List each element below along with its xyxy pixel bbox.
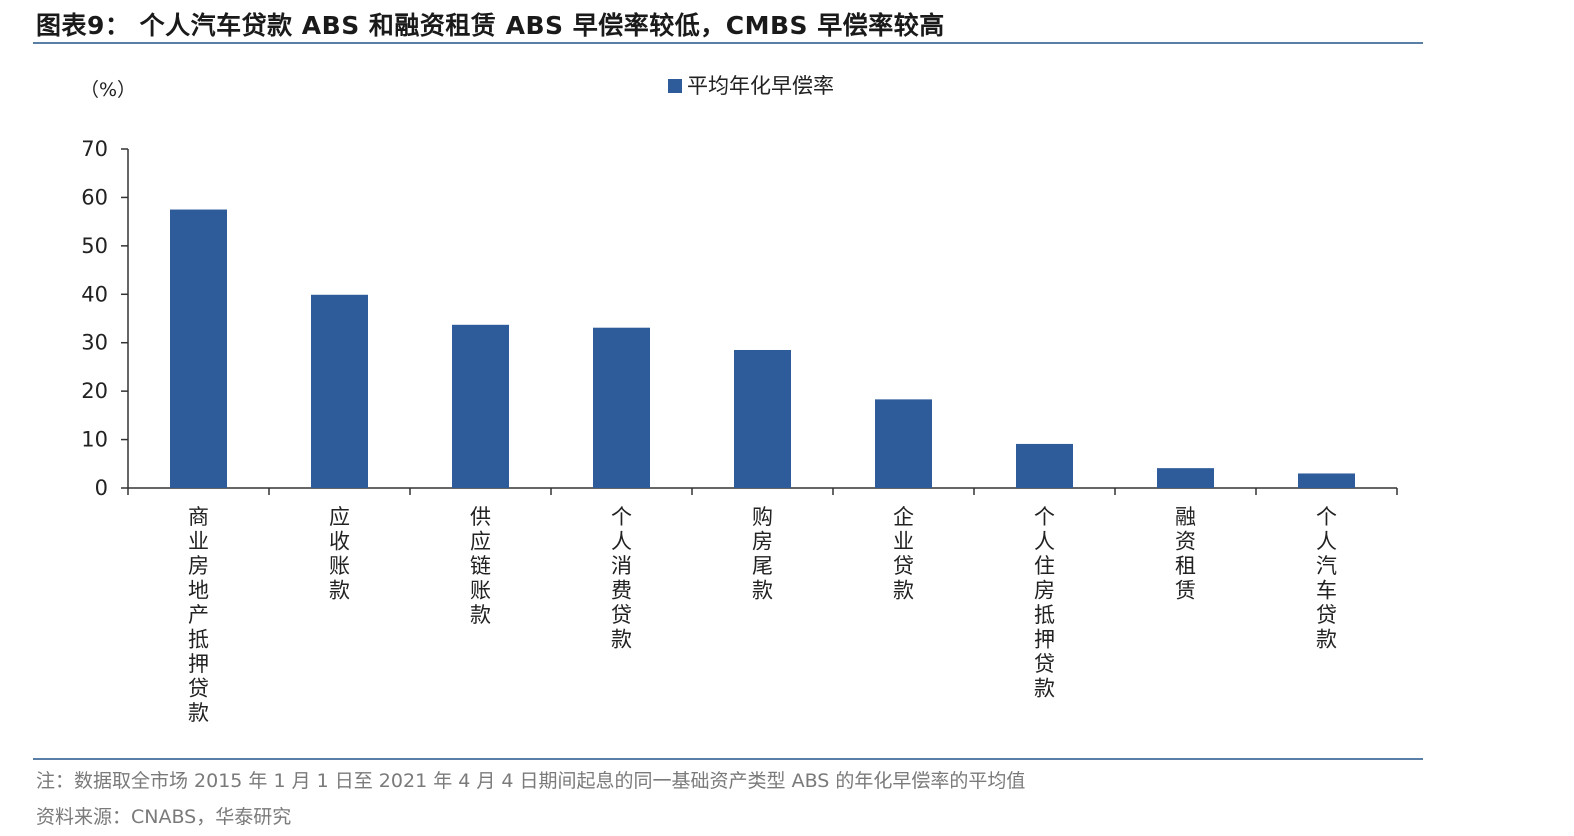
x-tick-label: 个人汽车贷款: [1316, 505, 1337, 652]
x-tick-label: 融资租赁: [1175, 505, 1196, 603]
x-tick-label: 企业贷款: [893, 505, 914, 603]
bar: [311, 294, 368, 488]
bar: [452, 324, 509, 488]
x-tick-label: 个人消费贷款: [611, 505, 632, 652]
y-tick-label: 40: [81, 282, 108, 306]
bar: [734, 349, 791, 488]
x-tick-label: 购房尾款: [752, 505, 773, 603]
x-tick-label: 供应链账款: [470, 505, 491, 627]
data-source: 资料来源：CNABS，华泰研究: [36, 806, 292, 828]
y-tick-label: 60: [81, 185, 108, 209]
legend-swatch: [668, 79, 682, 93]
bar: [875, 399, 932, 488]
bar: [1016, 443, 1073, 488]
y-unit-label: （%）: [80, 79, 136, 101]
x-tick-label: 应收账款: [329, 505, 350, 603]
footer-divider: [33, 758, 1423, 760]
chart-note: 注：数据取全市场 2015 年 1 月 1 日至 2021 年 4 月 4 日期…: [36, 770, 1026, 792]
bar: [1298, 473, 1355, 488]
figure-title: 图表9： 个人汽车贷款 ABS 和融资租赁 ABS 早偿率较低，CMBS 早偿率…: [36, 11, 945, 40]
bar: [1157, 468, 1214, 488]
legend-label: 平均年化早偿率: [687, 74, 834, 98]
y-tick-label: 10: [81, 428, 108, 452]
x-tick-label: 商业房地产抵押贷款: [188, 505, 209, 725]
x-tick-label: 个人住房抵押贷款: [1034, 505, 1055, 701]
y-tick-label: 0: [95, 476, 108, 500]
bar: [593, 327, 650, 488]
y-tick-label: 70: [81, 137, 108, 161]
y-tick-label: 30: [81, 331, 108, 355]
y-tick-label: 20: [81, 379, 108, 403]
title-divider: [33, 42, 1423, 44]
y-tick-label: 50: [81, 234, 108, 258]
bar: [170, 209, 227, 489]
